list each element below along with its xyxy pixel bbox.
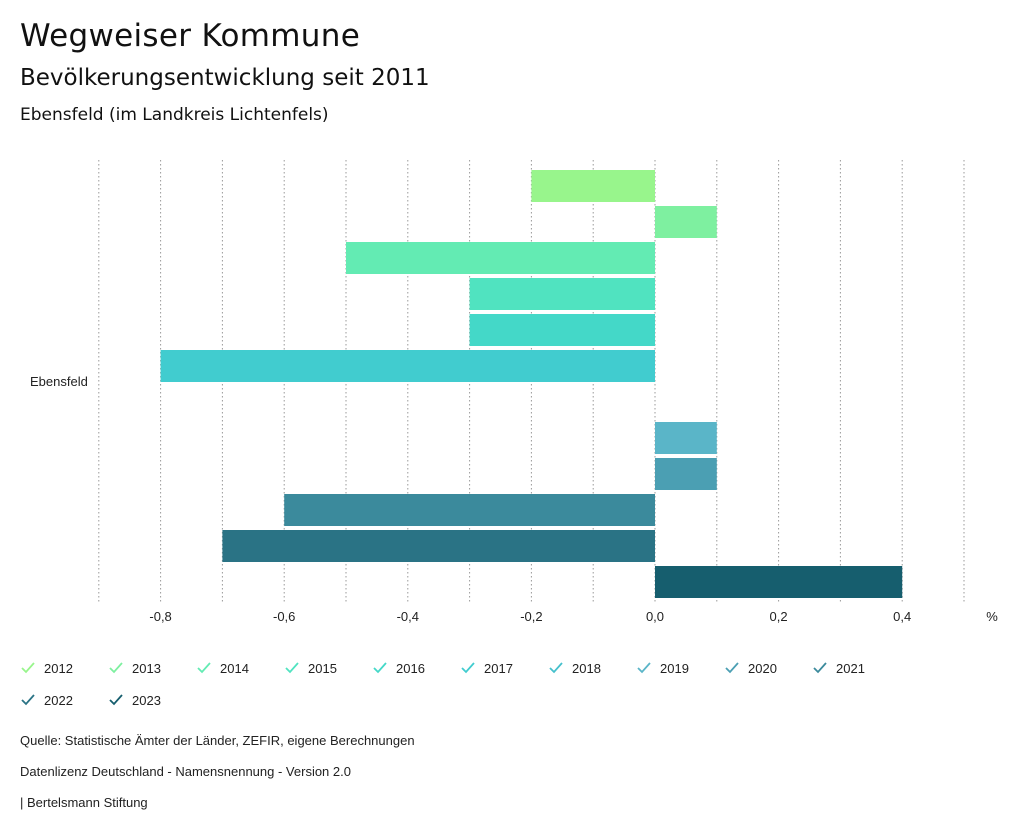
brand-note: | Bertelsmann Stiftung (20, 795, 148, 810)
page-title: Wegweiser Kommune (20, 18, 361, 54)
check-icon (725, 662, 739, 674)
region-label: Ebensfeld (im Landkreis Lichtenfels) (20, 105, 329, 125)
legend-label: 2022 (44, 692, 73, 708)
legend-label: 2017 (484, 660, 513, 676)
bar-2017 (160, 350, 655, 382)
legend-item-2020[interactable]: 2020 (724, 660, 777, 676)
legend-label: 2013 (132, 660, 161, 676)
legend-item-2016[interactable]: 2016 (372, 660, 425, 676)
source-note: Quelle: Statistische Ämter der Länder, Z… (20, 733, 415, 748)
legend-label: 2020 (748, 660, 777, 676)
check-icon (109, 662, 123, 674)
check-icon (21, 662, 35, 674)
bar-2021 (284, 494, 655, 526)
check-icon (21, 694, 35, 706)
check-icon (197, 662, 211, 674)
bar-2023 (655, 566, 903, 598)
unit-label: % (986, 609, 998, 624)
x-tick-label: 0,4 (893, 609, 911, 624)
check-icon (285, 662, 299, 674)
bar-2020 (655, 458, 717, 490)
license-note: Datenlizenz Deutschland - Namensnennung … (20, 764, 351, 779)
legend-item-2019[interactable]: 2019 (636, 660, 689, 676)
legend-label: 2015 (308, 660, 337, 676)
legend-item-2013[interactable]: 2013 (108, 660, 161, 676)
check-icon (637, 662, 651, 674)
x-tick-label: 0,0 (646, 609, 664, 624)
x-tick-label: -0,6 (273, 609, 295, 624)
legend-item-2012[interactable]: 2012 (20, 660, 73, 676)
legend-item-2023[interactable]: 2023 (108, 692, 161, 708)
check-icon (109, 694, 123, 706)
bar-chart: Ebensfeld -0,8 -0,6 -0,4 -0,2 0,0 0,2 0,4% (30, 160, 998, 624)
check-icon (373, 662, 387, 674)
legend-item-2014[interactable]: 2014 (196, 660, 249, 676)
legend-label: 2012 (44, 660, 73, 676)
bar-2014 (346, 242, 655, 274)
bar-2022 (222, 530, 655, 562)
bar-2013 (655, 206, 717, 238)
bar-2015 (469, 278, 655, 310)
bar-2012 (531, 170, 655, 202)
legend-item-2021[interactable]: 2021 (812, 660, 865, 676)
legend-item-2018[interactable]: 2018 (548, 660, 601, 676)
legend-label: 2018 (572, 660, 601, 676)
legend-label: 2014 (220, 660, 249, 676)
legend-label: 2016 (396, 660, 425, 676)
legend-item-2017[interactable]: 2017 (460, 660, 513, 676)
legend-label: 2023 (132, 692, 161, 708)
legend-item-2015[interactable]: 2015 (284, 660, 337, 676)
check-icon (461, 662, 475, 674)
bar-2016 (469, 314, 655, 346)
check-icon (813, 662, 827, 674)
x-tick-label: 0,2 (770, 609, 788, 624)
check-icon (549, 662, 563, 674)
category-label: Ebensfeld (30, 374, 88, 389)
legend-label: 2019 (660, 660, 689, 676)
legend-label: 2021 (836, 660, 865, 676)
chart-subtitle: Bevölkerungsentwicklung seit 2011 (20, 65, 430, 91)
legend-item-2022[interactable]: 2022 (20, 692, 73, 708)
x-tick-label: -0,4 (397, 609, 419, 624)
x-tick-label: -0,2 (520, 609, 542, 624)
bar-2019 (655, 422, 717, 454)
x-tick-label: -0,8 (149, 609, 171, 624)
